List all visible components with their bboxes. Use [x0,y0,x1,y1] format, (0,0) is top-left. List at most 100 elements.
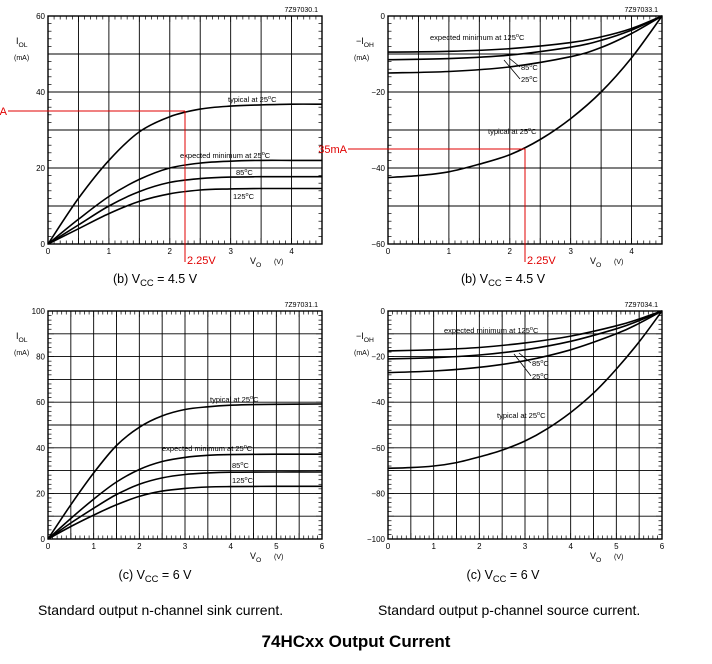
y-tick-label: 60 [36,398,45,407]
x-tick-label: 2 [477,542,482,551]
x-axis-unit: (V) [274,259,283,266]
figure-code: 7Z97033.1 [625,7,659,14]
x-tick-label: 4 [629,247,634,256]
x-tick-label: 0 [46,542,51,551]
y-tick-label: 40 [36,88,45,97]
y-tick-label: −40 [371,164,385,173]
caption-sink-current: Standard output n-channel sink current. [38,602,284,618]
series-label: 85oC [232,461,249,470]
y-tick-label: −40 [371,398,385,407]
highlight-x-label: 2.25V [527,255,556,267]
x-tick-label: 2 [168,247,173,256]
series-label: 85oC [236,168,253,177]
y-axis-label: −IOH [356,36,374,49]
y-axis-unit: (mA) [14,350,29,357]
x-tick-label: 5 [274,542,279,551]
series-line [387,310,663,470]
y-tick-label: 60 [36,12,45,21]
series-line [387,15,663,74]
y-tick-label: 0 [381,307,386,316]
x-tick-label: 0 [386,247,391,256]
y-tick-label: 20 [36,489,45,498]
series-label: expected minimum at 25oC [180,151,271,160]
x-tick-label: 3 [228,247,233,256]
chart-caption: (b) VCC = 4.5 V [461,272,546,288]
x-tick-label: 5 [614,542,619,551]
x-axis-label: VO [250,551,261,564]
x-tick-label: 4 [289,247,294,256]
chart-caption: (c) VCC = 6 V [119,568,193,584]
y-tick-label: −100 [367,535,386,544]
y-tick-label: 100 [32,307,46,316]
y-tick-label: −60 [371,240,385,249]
y-tick-label: −60 [371,444,385,453]
y-axis-label: IOL [16,36,28,49]
series-line [47,453,323,540]
y-axis-label: IOL [16,331,28,344]
series-line [387,15,663,53]
x-axis-unit: (V) [614,259,623,266]
y-tick-label: 80 [36,353,45,362]
chart-source-6v: 0 1 2 3 4 5 6 0 −20 −40 −60 −80 −100 −IOH (mA) VO (V) 7Z9… [354,302,665,584]
x-tick-label: 1 [107,247,112,256]
x-tick-label: 3 [523,542,528,551]
x-axis-unit: (V) [614,554,623,561]
series-label: 125oC [233,192,255,201]
x-tick-label: 4 [228,542,233,551]
series-label: expected minimum at 125oC [430,33,525,42]
y-axis-label: −IOH [356,331,374,344]
x-tick-label: 3 [183,542,188,551]
series-line [47,403,323,540]
series-label: 25oC [532,372,549,381]
y-tick-label: −20 [371,88,385,97]
y-tick-label: −80 [371,489,385,498]
caption-source-current: Standard output p-channel source current… [378,602,641,618]
series-line [387,310,663,352]
figure-title: 74HCxx Output Current [261,632,451,651]
y-tick-label: 40 [36,444,45,453]
figure-code: 7Z97030.1 [285,7,319,14]
series-label: expected minimum at 125oC [444,326,539,335]
y-tick-label: 0 [41,240,46,249]
chart-caption: (b) VCC = 4.5 V [113,272,198,288]
highlight-y-label: 35mA [0,106,8,118]
y-axis-unit: (mA) [354,350,369,357]
x-tick-label: 0 [386,542,391,551]
y-tick-label: 0 [41,535,46,544]
highlight-y-label: 35mA [318,144,347,156]
y-tick-label: 20 [36,164,45,173]
series-label: typical at 25oC [497,411,546,420]
series-label: typical at 25oC [488,127,537,136]
label-leader [518,352,532,364]
chart-source-4v5: 0 1 2 3 4 0 −20 −40 −60 −IOH (mA) VO (V) 7Z97033.1 (b)… [318,7,663,288]
series-line [47,471,323,540]
series-line [387,15,663,179]
series-line [47,485,322,540]
series-line [387,310,663,360]
y-tick-label: −20 [371,353,385,362]
x-tick-label: 1 [91,542,96,551]
x-tick-label: 6 [660,542,665,551]
series-line [387,310,663,374]
x-axis-label: VO [590,551,601,564]
x-tick-label: 1 [431,542,436,551]
y-tick-label: 0 [381,12,386,21]
series-label: typical at 25oC [228,95,277,104]
series-label: expected minimum at 25oC [162,444,253,453]
series-label: typical at 25oC [210,395,259,404]
series-label: 85oC [521,63,538,72]
x-tick-label: 4 [568,542,573,551]
series-label: 25oC [521,75,538,84]
x-tick-label: 2 [137,542,142,551]
x-tick-label: 6 [320,542,325,551]
series-label: 85oC [532,359,549,368]
label-leader [513,353,532,377]
series-label: 125oC [232,476,254,485]
chart-caption: (c) VCC = 6 V [467,568,541,584]
x-axis-unit: (V) [274,554,283,561]
x-tick-label: 0 [46,247,51,256]
y-axis-unit: (mA) [354,55,369,62]
